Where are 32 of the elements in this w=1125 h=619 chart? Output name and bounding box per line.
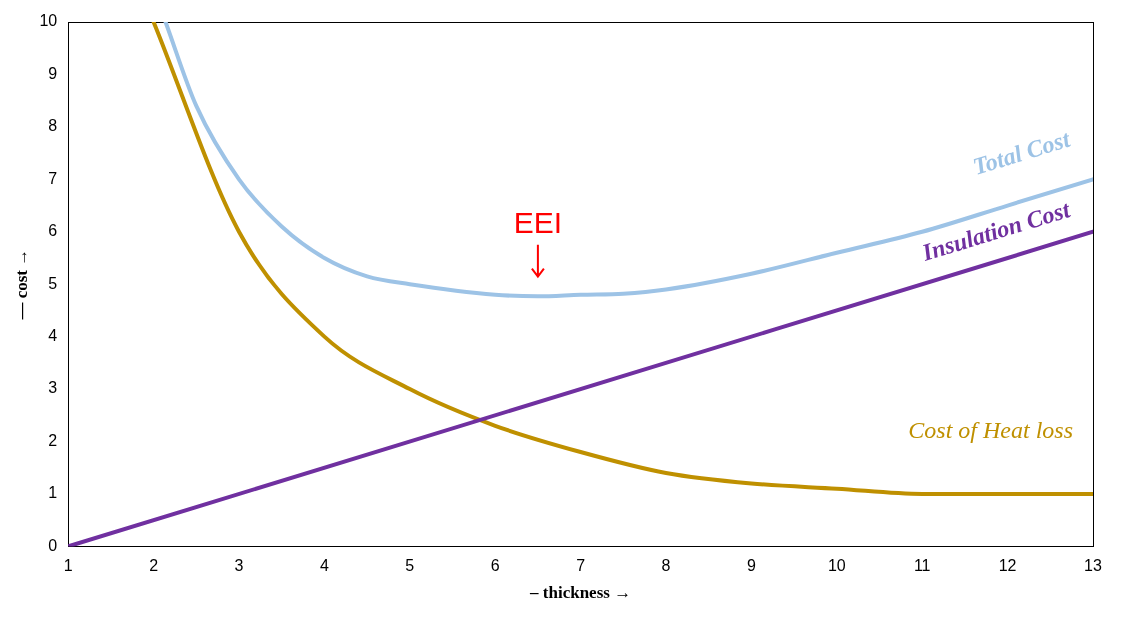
y-tick-label: 1: [48, 484, 58, 502]
x-tick-label: 12: [998, 557, 1017, 575]
y-tick-label: 6: [48, 222, 58, 240]
x-tick-label: 11: [913, 557, 931, 575]
text: Insulation Cost: [918, 195, 1075, 267]
y-tick-label: 10: [39, 12, 58, 30]
x-tick-label: 2: [149, 557, 159, 575]
x-tick-label: 3: [234, 557, 244, 575]
line-series: [151, 22, 1093, 496]
text: Total Cost: [969, 125, 1075, 180]
x-tick-label: 9: [746, 557, 756, 575]
y-tick-label: 9: [48, 64, 58, 82]
x-axis-title: – thickness →: [529, 583, 632, 603]
x-tick-label: 8: [661, 557, 671, 575]
x-tick-label: 13: [1084, 557, 1102, 575]
y-tick-label: 8: [48, 117, 58, 135]
y-tick-label: 3: [48, 379, 58, 397]
x-tick-label: 5: [405, 557, 415, 575]
y-tick-label: 0: [48, 536, 58, 554]
x-tick-label: 10: [827, 557, 846, 575]
y-tick-label: 5: [48, 274, 58, 292]
text: Cost of Heat loss: [908, 417, 1073, 444]
line-series: [163, 22, 1093, 299]
y-tick-label: 4: [48, 327, 58, 345]
x-tick-label: 1: [63, 557, 73, 575]
x-tick-label: 6: [490, 557, 500, 575]
x-tick-label: 4: [319, 557, 329, 575]
y-axis-title: — cost →: [11, 248, 31, 321]
annotation: EEI: [513, 205, 563, 239]
y-tick-label: 7: [48, 169, 58, 187]
x-tick-label: 7: [576, 557, 586, 575]
y-tick-label: 2: [48, 431, 58, 449]
